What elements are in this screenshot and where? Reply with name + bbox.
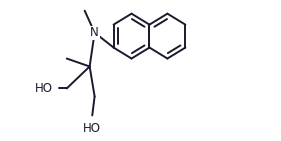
Text: N: N xyxy=(90,26,99,39)
Text: HO: HO xyxy=(35,82,53,95)
Text: HO: HO xyxy=(83,122,101,135)
